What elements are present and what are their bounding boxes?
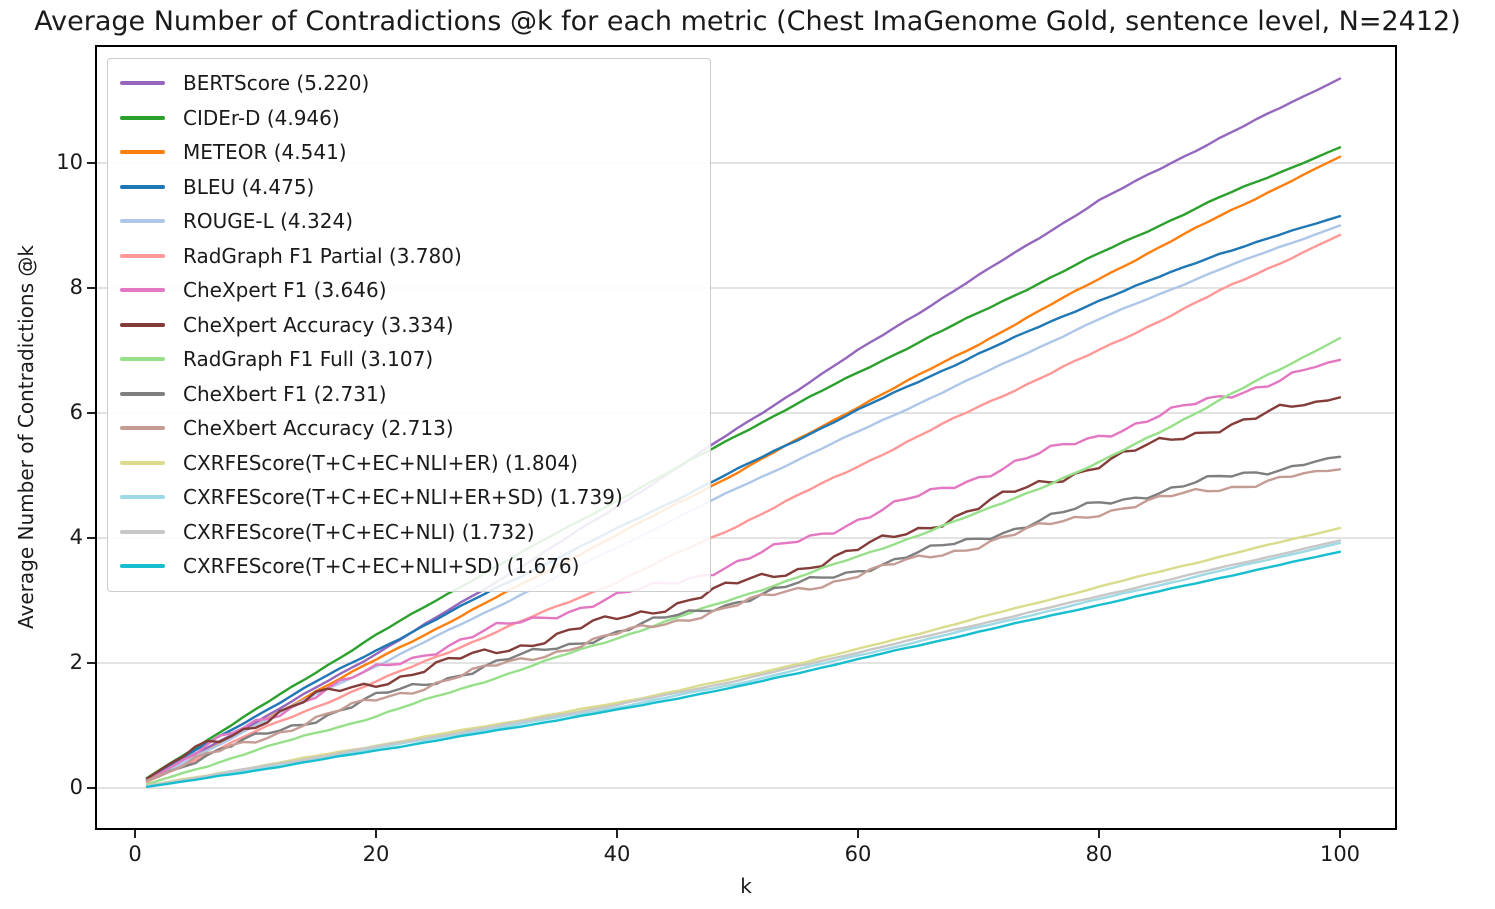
- legend-swatch: [120, 219, 165, 224]
- legend: BERTScore (5.220) CIDEr-D (4.946) METEOR (…: [107, 58, 711, 592]
- legend-label: CheXbert F1 (2.731): [183, 381, 387, 406]
- y-tick-mark: [87, 537, 95, 539]
- legend-swatch: [120, 81, 165, 86]
- legend-swatch: [120, 288, 165, 293]
- x-tick-label: 60: [844, 842, 872, 866]
- y-tick-mark: [87, 787, 95, 789]
- legend-swatch: [120, 150, 165, 155]
- y-tick-label: 10: [56, 150, 83, 174]
- legend-label: CheXpert Accuracy (3.334): [183, 312, 454, 337]
- x-tick-mark: [375, 830, 377, 838]
- legend-label: BERTScore (5.220): [183, 71, 370, 96]
- legend-item: CXRFEScore(T+C+EC+NLI+ER+SD) (1.739): [108, 480, 710, 515]
- legend-item: RadGraph F1 Full (3.107): [108, 342, 710, 377]
- legend-label: CXRFEScore(T+C+EC+NLI+SD) (1.676): [183, 554, 580, 579]
- legend-swatch: [120, 564, 165, 569]
- x-tick-mark: [1098, 830, 1100, 838]
- legend-swatch: [120, 184, 165, 189]
- legend-swatch: [120, 357, 165, 362]
- series-line-meteor: [145, 155, 1342, 783]
- legend-swatch: [120, 322, 165, 327]
- x-tick-label: 100: [1319, 842, 1361, 866]
- series-line-chexpert-accuracy: [145, 396, 1342, 780]
- legend-swatch: [120, 391, 165, 396]
- series-line-radgraph-f1-full: [145, 336, 1342, 786]
- y-tick-label: 4: [69, 525, 83, 549]
- legend-label: CIDEr-D (4.946): [183, 105, 340, 130]
- legend-swatch: [120, 460, 165, 465]
- legend-item: METEOR (4.541): [108, 135, 710, 170]
- legend-label: CXRFEScore(T+C+EC+NLI+ER+SD) (1.739): [183, 485, 623, 510]
- x-tick-mark: [616, 830, 618, 838]
- y-tick-mark: [87, 412, 95, 414]
- legend-swatch: [120, 115, 165, 120]
- legend-item: CheXpert F1 (3.646): [108, 273, 710, 308]
- legend-item: RadGraph F1 Partial (3.780): [108, 239, 710, 274]
- legend-label: RadGraph F1 Partial (3.780): [183, 243, 462, 268]
- plot-area: BERTScore (5.220) CIDEr-D (4.946) METEOR (…: [95, 45, 1397, 830]
- y-axis-label: Average Number of Contradictions @k: [14, 245, 38, 629]
- y-tick-label: 6: [69, 400, 83, 424]
- series-line-radgraph-f1-partial: [145, 233, 1342, 783]
- series-line-chexpert-f1: [145, 358, 1342, 781]
- legend-label: CheXpert F1 (3.646): [183, 278, 387, 303]
- legend-item: CIDEr-D (4.946): [108, 101, 710, 136]
- legend-label: RadGraph F1 Full (3.107): [183, 347, 434, 372]
- chart-title: Average Number of Contradictions @k for …: [34, 6, 1461, 37]
- x-tick-label: 80: [1085, 842, 1113, 866]
- legend-label: ROUGE-L (4.324): [183, 209, 353, 234]
- series-line-chexbert-accuracy: [145, 468, 1342, 782]
- y-tick-label: 0: [69, 775, 83, 799]
- legend-swatch: [120, 253, 165, 258]
- series-line-cxrfescore-t-c-ec-nli-: [145, 539, 1342, 787]
- y-tick-label: 8: [69, 275, 83, 299]
- x-tick-label: 0: [128, 842, 142, 866]
- y-tick-mark: [87, 162, 95, 164]
- legend-label: METEOR (4.541): [183, 140, 347, 165]
- x-tick-mark: [857, 830, 859, 838]
- legend-label: CheXbert Accuracy (2.713): [183, 416, 454, 441]
- legend-item: CheXbert F1 (2.731): [108, 377, 710, 412]
- legend-swatch: [120, 495, 165, 500]
- series-line-rouge-l: [145, 224, 1342, 783]
- x-tick-mark: [1339, 830, 1341, 838]
- y-tick-mark: [87, 662, 95, 664]
- legend-label: BLEU (4.475): [183, 174, 315, 199]
- series-line-cxrfescore-t-c-ec-nli-er-sd-: [145, 541, 1342, 788]
- legend-label: CXRFEScore(T+C+EC+NLI+ER) (1.804): [183, 450, 578, 475]
- x-tick-label: 40: [603, 842, 631, 866]
- y-tick-mark: [87, 287, 95, 289]
- y-tick-label: 2: [69, 650, 83, 674]
- legend-swatch: [120, 529, 165, 534]
- x-tick-mark: [134, 830, 136, 838]
- x-tick-label: 20: [362, 842, 390, 866]
- series-line-bertscore: [145, 77, 1342, 782]
- legend-item: ROUGE-L (4.324): [108, 204, 710, 239]
- legend-label: CXRFEScore(T+C+EC+NLI) (1.732): [183, 519, 535, 544]
- legend-swatch: [120, 426, 165, 431]
- plot-border: [95, 45, 1397, 830]
- series-line-cxrfescore-t-c-ec-nli-sd-: [145, 550, 1342, 788]
- legend-item: CXRFEScore(T+C+EC+NLI) (1.732): [108, 515, 710, 550]
- legend-item: CXRFEScore(T+C+EC+NLI+SD) (1.676): [108, 549, 710, 584]
- legend-item: BLEU (4.475): [108, 170, 710, 205]
- legend-item: CheXpert Accuracy (3.334): [108, 308, 710, 343]
- series-line-bleu: [145, 214, 1342, 782]
- series-line-cider-d: [145, 146, 1342, 780]
- legend-item: CXRFEScore(T+C+EC+NLI+ER) (1.804): [108, 446, 710, 481]
- legend-item: CheXbert Accuracy (2.713): [108, 411, 710, 446]
- x-axis-label: k: [740, 874, 752, 898]
- legend-item: BERTScore (5.220): [108, 66, 710, 101]
